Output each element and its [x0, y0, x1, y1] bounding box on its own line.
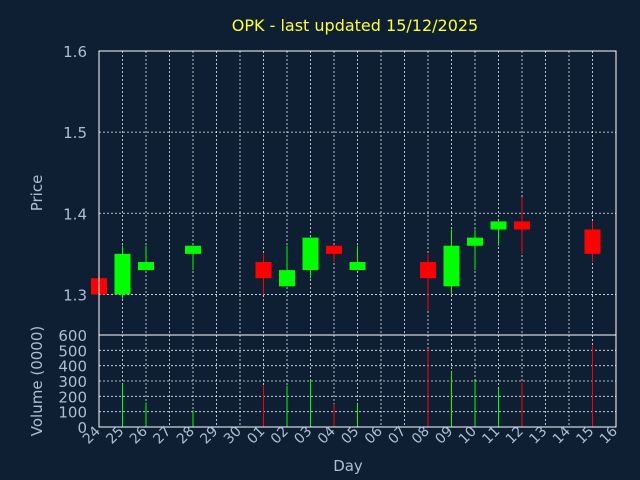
candle-body	[584, 229, 601, 254]
candle-body	[114, 253, 131, 295]
volume-tick-label: 600	[58, 327, 87, 345]
price-tick-label: 1.5	[63, 124, 87, 142]
volume-tick-label: 300	[58, 373, 87, 391]
price-tick-label: 1.4	[63, 205, 87, 223]
candle-body	[490, 221, 507, 230]
price-tick-label: 1.3	[63, 286, 87, 304]
volume-tick-label: 500	[58, 342, 87, 360]
candle-body	[443, 245, 460, 287]
candle-body	[255, 261, 272, 279]
volume-tick-label: 0	[77, 419, 87, 437]
candle-body	[467, 237, 483, 246]
candle-body	[279, 270, 295, 287]
candle-body	[514, 221, 530, 230]
day-axis-label: Day	[333, 457, 363, 475]
price-axis-label: Price	[28, 175, 46, 212]
candle-body	[420, 261, 436, 279]
volume-tick-label: 400	[58, 358, 87, 376]
chart-title: OPK - last updated 15/12/2025	[232, 16, 478, 35]
price-tick-label: 1.6	[63, 43, 87, 61]
candle-body	[302, 237, 319, 271]
price-panel: 1.3 1.4 1.5 1.6 Price	[28, 43, 617, 336]
candle-body	[185, 245, 201, 254]
volume-axis-label: Volume (0000)	[28, 326, 46, 436]
candle-body	[349, 261, 366, 271]
volume-tick-label: 100	[58, 404, 87, 422]
volume-tick-label: 200	[58, 388, 87, 406]
volume-frame	[98, 334, 617, 428]
candle-body	[138, 261, 154, 271]
candle-body	[326, 245, 342, 254]
